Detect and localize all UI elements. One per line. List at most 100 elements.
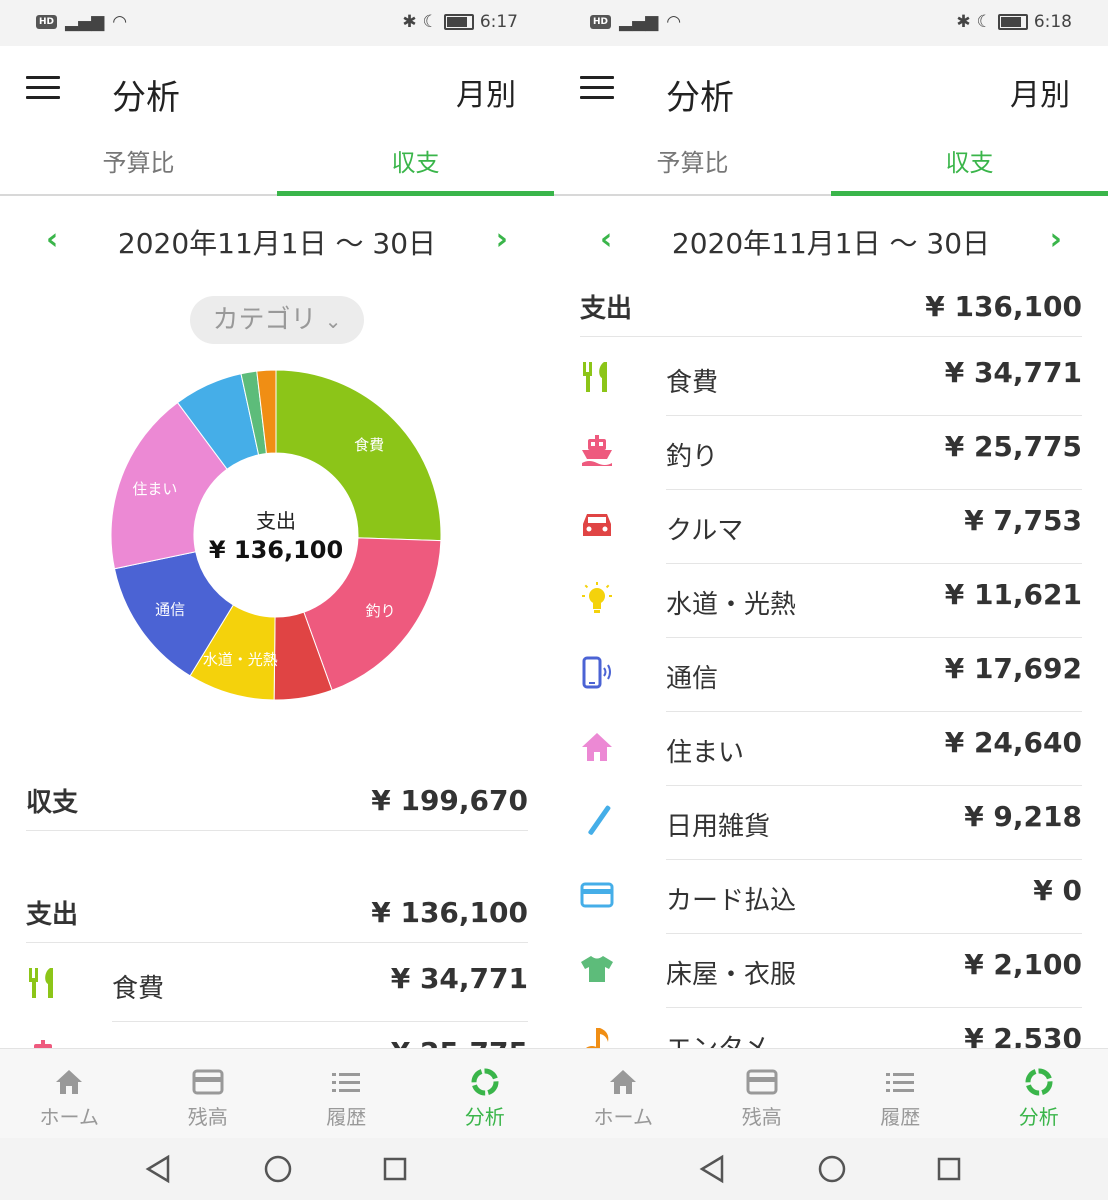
category-value: ¥ 2,100 xyxy=(964,948,1082,981)
category-name: カード払込 xyxy=(666,886,797,916)
moon-icon: ☾ xyxy=(422,12,438,32)
home-circle-icon[interactable] xyxy=(817,1154,847,1184)
nav-label: 分析 xyxy=(464,1105,505,1129)
category-row[interactable]: 食費 ¥ 34,771 xyxy=(580,342,1082,416)
nav-balance[interactable]: 残高 xyxy=(139,1049,278,1139)
donut-center-value: ¥ 136,100 xyxy=(209,536,343,564)
system-nav-bar xyxy=(554,1138,1108,1200)
tab-income-expense[interactable]: 収支 xyxy=(831,136,1108,196)
category-name: 住まい xyxy=(666,738,745,768)
wallet-icon xyxy=(746,1069,778,1095)
category-value: ¥ 7,753 xyxy=(964,504,1082,537)
category-value: ¥ 9,218 xyxy=(964,800,1082,833)
card-icon xyxy=(580,882,614,908)
toothbrush-icon xyxy=(588,805,611,835)
home-circle-icon[interactable] xyxy=(263,1154,293,1184)
expense-row[interactable]: 支出 ¥ 136,100 xyxy=(26,882,528,943)
nav-home[interactable]: ホーム xyxy=(554,1049,693,1139)
home-icon xyxy=(610,1070,637,1094)
category-name: 水道・光熱 xyxy=(666,590,797,620)
status-time: 6:18 xyxy=(1033,12,1072,32)
page-title: 分析 xyxy=(666,78,734,118)
status-bar: HD ▂▄▆ ◠ ✱ ☾ 6:18 xyxy=(554,0,1108,46)
analysis-icon xyxy=(1025,1068,1053,1096)
status-bar: HD ▂▄▆ ◠ ✱ ☾ 6:17 xyxy=(0,0,554,46)
screen-right: HD ▂▄▆ ◠ ✱ ☾ 6:18 分析 月別 予算比 収支 ‹ 2020年11月1日 … xyxy=(554,0,1108,1200)
category-value: ¥ 0 xyxy=(1033,874,1082,907)
category-row[interactable]: 住まい ¥ 24,640 xyxy=(580,712,1082,786)
back-icon[interactable] xyxy=(144,1154,172,1184)
battery-icon xyxy=(997,14,1028,30)
prev-period-icon[interactable]: ‹ xyxy=(46,222,59,257)
signal-icon: ▂▄▆ xyxy=(65,12,105,32)
nav-label: 履歴 xyxy=(880,1105,921,1129)
tab-bar: 予算比 収支 xyxy=(554,136,1108,196)
expense-label: 支出 xyxy=(580,293,633,324)
category-row[interactable]: 釣り ¥ 25,775 xyxy=(580,416,1082,490)
grouping-label: カテゴリ xyxy=(212,305,317,335)
shirt-icon xyxy=(581,956,613,982)
date-range: 2020年11月1日 〜 30日 xyxy=(117,227,437,260)
wifi-icon: ◠ xyxy=(112,12,128,32)
analysis-icon xyxy=(471,1068,499,1096)
nav-history[interactable]: 履歴 xyxy=(277,1049,416,1139)
fork-knife-icon xyxy=(583,362,607,392)
recents-icon[interactable] xyxy=(936,1154,962,1184)
category-value: ¥ 24,640 xyxy=(944,726,1082,759)
menu-icon[interactable] xyxy=(26,76,60,102)
category-row[interactable]: 水道・光熱 ¥ 11,621 xyxy=(580,564,1082,638)
chevron-down-icon: ⌄ xyxy=(324,309,342,333)
category-row[interactable]: 床屋・衣服 ¥ 2,100 xyxy=(580,934,1082,1008)
nav-history[interactable]: 履歴 xyxy=(831,1049,970,1139)
category-row[interactable]: カード払込 ¥ 0 xyxy=(580,860,1082,934)
expense-row[interactable]: 支出 ¥ 136,100 xyxy=(580,276,1082,337)
nav-analysis[interactable]: 分析 xyxy=(416,1049,555,1139)
page-title: 分析 xyxy=(112,78,180,118)
category-name: 食費 xyxy=(112,974,165,1004)
expense-label: 支出 xyxy=(26,899,79,930)
tab-income-expense[interactable]: 収支 xyxy=(277,136,554,196)
list-icon xyxy=(886,1073,915,1092)
period-mode-button[interactable]: 月別 xyxy=(1010,78,1070,113)
category-row[interactable]: クルマ ¥ 7,753 xyxy=(580,490,1082,564)
prev-period-icon[interactable]: ‹ xyxy=(600,222,613,257)
back-icon[interactable] xyxy=(698,1154,726,1184)
grouping-dropdown[interactable]: カテゴリ ⌄ xyxy=(190,296,364,344)
category-row[interactable]: 日用雑貨 ¥ 9,218 xyxy=(580,786,1082,860)
donut-slice-label: 住まい xyxy=(132,480,177,498)
category-value: ¥ 11,621 xyxy=(944,578,1082,611)
wifi-icon: ◠ xyxy=(666,12,682,32)
car-icon xyxy=(583,514,611,536)
category-name: クルマ xyxy=(666,516,744,546)
nav-label: 残高 xyxy=(741,1105,782,1129)
list-icon xyxy=(332,1073,361,1092)
category-row[interactable]: 通信 ¥ 17,692 xyxy=(580,638,1082,712)
system-nav-bar xyxy=(0,1138,554,1200)
balance-label: 収支 xyxy=(26,787,79,818)
house-icon xyxy=(582,733,612,761)
fork-knife-icon xyxy=(29,968,53,998)
next-period-icon[interactable]: › xyxy=(1049,222,1062,257)
nav-label: 分析 xyxy=(1018,1105,1059,1129)
category-name: 床屋・衣服 xyxy=(666,960,797,990)
menu-icon[interactable] xyxy=(580,76,614,102)
next-period-icon[interactable]: › xyxy=(495,222,508,257)
tab-budget[interactable]: 予算比 xyxy=(102,149,175,177)
nav-analysis[interactable]: 分析 xyxy=(970,1049,1108,1139)
balance-value: ¥ 199,670 xyxy=(371,783,528,817)
nav-home[interactable]: ホーム xyxy=(0,1049,139,1139)
home-icon xyxy=(56,1070,83,1094)
battery-icon xyxy=(443,14,474,30)
balance-row[interactable]: 収支 ¥ 199,670 xyxy=(26,770,528,831)
nav-balance[interactable]: 残高 xyxy=(693,1049,832,1139)
app-bar: 分析 月別 xyxy=(554,46,1108,136)
expense-value: ¥ 136,100 xyxy=(925,289,1082,323)
bottom-nav: ホーム 残高 履歴 分析 xyxy=(554,1048,1108,1139)
donut-hole xyxy=(194,453,358,617)
tab-budget[interactable]: 予算比 xyxy=(656,149,729,177)
period-mode-button[interactable]: 月別 xyxy=(456,78,516,113)
category-row[interactable]: 食費 ¥ 34,771 xyxy=(26,948,528,1022)
recents-icon[interactable] xyxy=(382,1154,408,1184)
donut-slice-label: 水道・光熱 xyxy=(203,650,278,668)
